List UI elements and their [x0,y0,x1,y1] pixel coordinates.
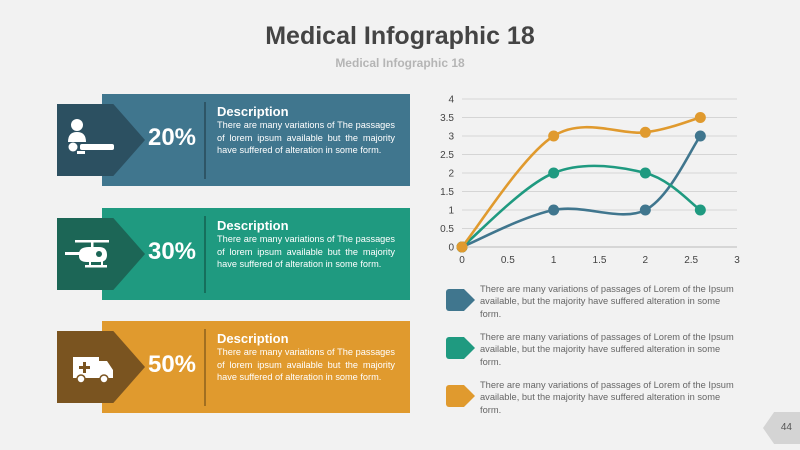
y-tick-label: 3 [448,132,454,143]
percent-value: 20% [147,124,197,151]
description-card-3: 50% Description There are many variation… [57,321,410,413]
ambulance-icon [73,357,113,384]
x-tick-label: 2 [643,255,649,266]
description-card-1: 20% Description There are many variation… [57,94,410,186]
y-tick-label: 2 [448,169,454,180]
data-point [639,204,651,216]
card-heading: Description [217,218,289,233]
y-tick-label: 1.5 [440,187,454,198]
data-point [548,204,560,216]
chevron-marker [446,337,475,359]
page-title: Medical Infographic 18 [265,22,535,50]
y-tick-label: 1 [448,206,454,217]
y-tick-label: 4 [448,95,454,106]
chevron-marker [446,385,475,407]
card-heading: Description [217,104,289,119]
y-tick-label: 2.5 [440,150,454,161]
card-description: There are many variations of The passage… [217,120,395,156]
data-point [694,204,706,216]
x-tick-label: 1.5 [593,255,607,266]
card-background [102,94,410,186]
y-tick-label: 0.5 [440,224,454,235]
series-line-2 [461,164,702,249]
page-number: 44 [763,412,800,444]
page-subtitle: Medical Infographic 18 [335,56,465,70]
x-tick-label: 3 [734,255,740,266]
line-chart: 0 0.5 1 1.5 2 2.5 3 3.5 4 0 0.5 1 1.5 2 2.5 3 [440,95,740,267]
x-tick-label: 0.5 [501,255,515,266]
card-background [102,208,410,300]
legend-text: There are many variations of passages of… [480,380,734,415]
card-description: There are many variations of The passage… [217,347,395,383]
x-tick-label: 0 [459,255,465,266]
data-point [548,167,560,179]
x-tick-label: 2.5 [684,255,698,266]
divider [204,216,206,293]
legend-item-1: There are many variations of passages of… [446,283,746,327]
percent-value: 50% [147,351,197,378]
percent-value: 30% [147,238,197,265]
divider [204,102,206,179]
series-line-3 [460,116,701,248]
y-tick-label: 0 [448,243,454,254]
legend-text: There are many variations of passages of… [480,332,734,367]
card-background [102,321,410,413]
data-point [548,130,560,142]
legend-item-2: There are many variations of passages of… [446,331,746,375]
description-card-2: 30% Description There are many variation… [57,208,410,300]
data-point [694,130,706,142]
helicopter-icon [65,240,109,268]
chevron-marker [446,289,475,311]
y-tick-label: 3.5 [440,113,454,124]
legend-item-3: There are many variations of passages of… [446,379,746,423]
divider [204,329,206,406]
data-point [639,167,651,179]
series-line-1 [461,135,702,249]
doctor-bed-icon [68,119,114,154]
data-point [456,241,468,253]
data-point [694,112,706,123]
data-point [639,126,651,138]
card-heading: Description [217,331,289,346]
card-description: There are many variations of The passage… [217,234,395,270]
legend-text: There are many variations of passages of… [480,284,734,319]
x-tick-label: 1 [551,255,557,266]
